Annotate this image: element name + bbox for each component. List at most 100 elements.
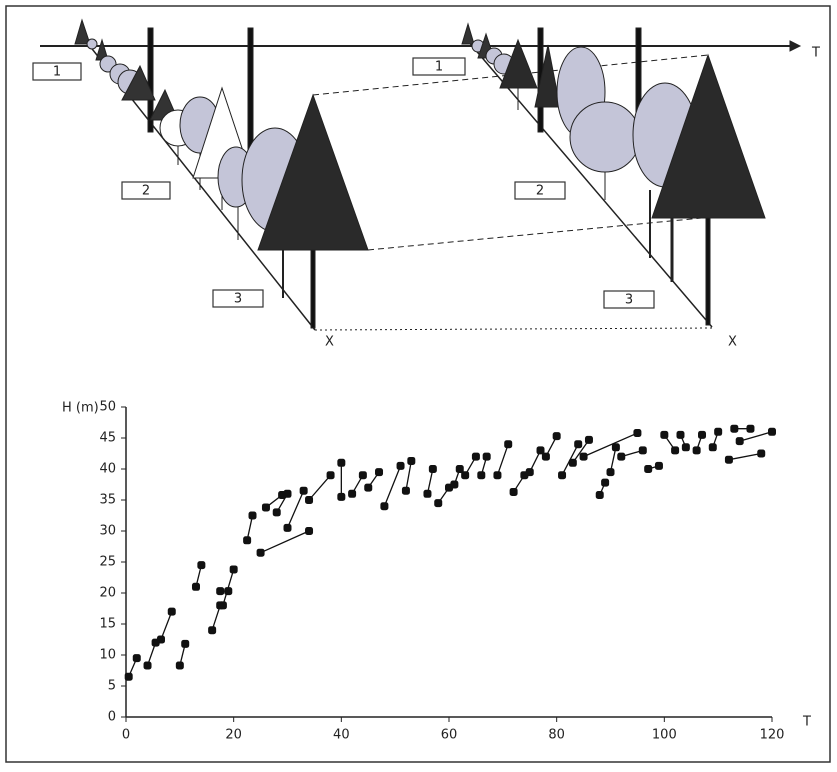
x-tick-label: 100 <box>652 728 677 743</box>
marker <box>574 440 582 448</box>
zone-label: 3 <box>234 292 242 307</box>
zone-box: 2 <box>122 182 170 199</box>
zone-box: 1 <box>413 58 465 75</box>
marker <box>768 428 776 436</box>
x-tick-label: 0 <box>122 728 130 743</box>
marker <box>375 468 383 476</box>
y-tick-label: 5 <box>108 679 116 694</box>
marker <box>585 436 593 444</box>
marker <box>133 654 141 662</box>
y-tick-label: 15 <box>99 617 116 632</box>
x-tick-label: 20 <box>225 728 242 743</box>
marker <box>407 457 415 465</box>
marker <box>639 446 647 454</box>
marker <box>736 437 744 445</box>
zone-box: 1 <box>33 63 81 80</box>
marker <box>397 462 405 470</box>
marker <box>757 450 765 458</box>
zone-label: 1 <box>435 60 443 75</box>
marker <box>510 488 518 496</box>
zone-label: 2 <box>142 184 150 199</box>
marker <box>693 446 701 454</box>
marker <box>504 440 512 448</box>
marker <box>682 443 690 451</box>
tree <box>87 39 97 49</box>
figure: T X X 1 2 3 1 2 3 H (m) T 05101520253035… <box>0 0 837 768</box>
marker <box>327 471 335 479</box>
marker <box>434 499 442 507</box>
x-tick-label: 80 <box>548 728 565 743</box>
marker <box>493 471 501 479</box>
marker <box>305 496 313 504</box>
trunk <box>706 218 710 325</box>
x-label: X <box>325 335 334 350</box>
marker <box>273 508 281 516</box>
x-label: X <box>728 335 737 350</box>
zone-label: 3 <box>625 293 633 308</box>
marker <box>429 465 437 473</box>
marker <box>730 425 738 433</box>
zone-box: 3 <box>604 291 654 308</box>
marker <box>644 465 652 473</box>
marker <box>483 453 491 461</box>
marker <box>192 583 200 591</box>
marker <box>698 431 706 439</box>
marker <box>216 587 224 595</box>
marker <box>181 640 189 648</box>
zone-label: 2 <box>536 184 544 199</box>
y-tick-label: 50 <box>99 400 116 415</box>
marker <box>714 428 722 436</box>
y-tick-label: 0 <box>108 710 116 725</box>
marker <box>553 432 561 440</box>
marker <box>607 468 615 476</box>
y-tick-label: 10 <box>99 648 116 663</box>
marker <box>617 453 625 461</box>
marker <box>230 565 238 573</box>
marker <box>450 481 458 489</box>
y-tick-label: 20 <box>99 586 116 601</box>
y-axis-label: H (m) <box>62 401 99 416</box>
line <box>129 429 772 677</box>
marker <box>348 490 356 498</box>
zone-box: 3 <box>213 290 263 307</box>
marker <box>243 536 251 544</box>
marker <box>526 468 534 476</box>
marker <box>144 662 152 670</box>
marker <box>676 431 684 439</box>
marker <box>208 626 216 634</box>
marker <box>709 443 717 451</box>
x-axis-label: T <box>802 715 811 730</box>
marker <box>746 425 754 433</box>
marker <box>601 479 609 487</box>
marker <box>125 673 133 681</box>
marker <box>300 487 308 495</box>
marker <box>197 561 205 569</box>
marker <box>380 502 388 510</box>
marker <box>660 431 668 439</box>
x-tick-label: 120 <box>760 728 785 743</box>
marker <box>402 487 410 495</box>
marker <box>542 453 550 461</box>
marker <box>725 456 733 464</box>
y-tick-label: 35 <box>99 493 116 508</box>
trunk <box>248 28 253 160</box>
marker <box>558 471 566 479</box>
marker <box>305 527 313 535</box>
marker <box>219 601 227 609</box>
marker <box>337 493 345 501</box>
marker <box>569 459 577 467</box>
zone-label: 1 <box>53 65 61 80</box>
marker <box>176 662 184 670</box>
y-tick-label: 40 <box>99 462 116 477</box>
link <box>315 328 712 330</box>
tree <box>75 20 90 44</box>
zone-box: 2 <box>515 182 565 199</box>
y-tick-label: 45 <box>99 431 116 446</box>
tree <box>462 24 474 44</box>
marker <box>612 443 620 451</box>
marker <box>472 453 480 461</box>
marker <box>168 608 176 616</box>
marker <box>262 503 270 511</box>
marker <box>423 490 431 498</box>
marker <box>284 524 292 532</box>
